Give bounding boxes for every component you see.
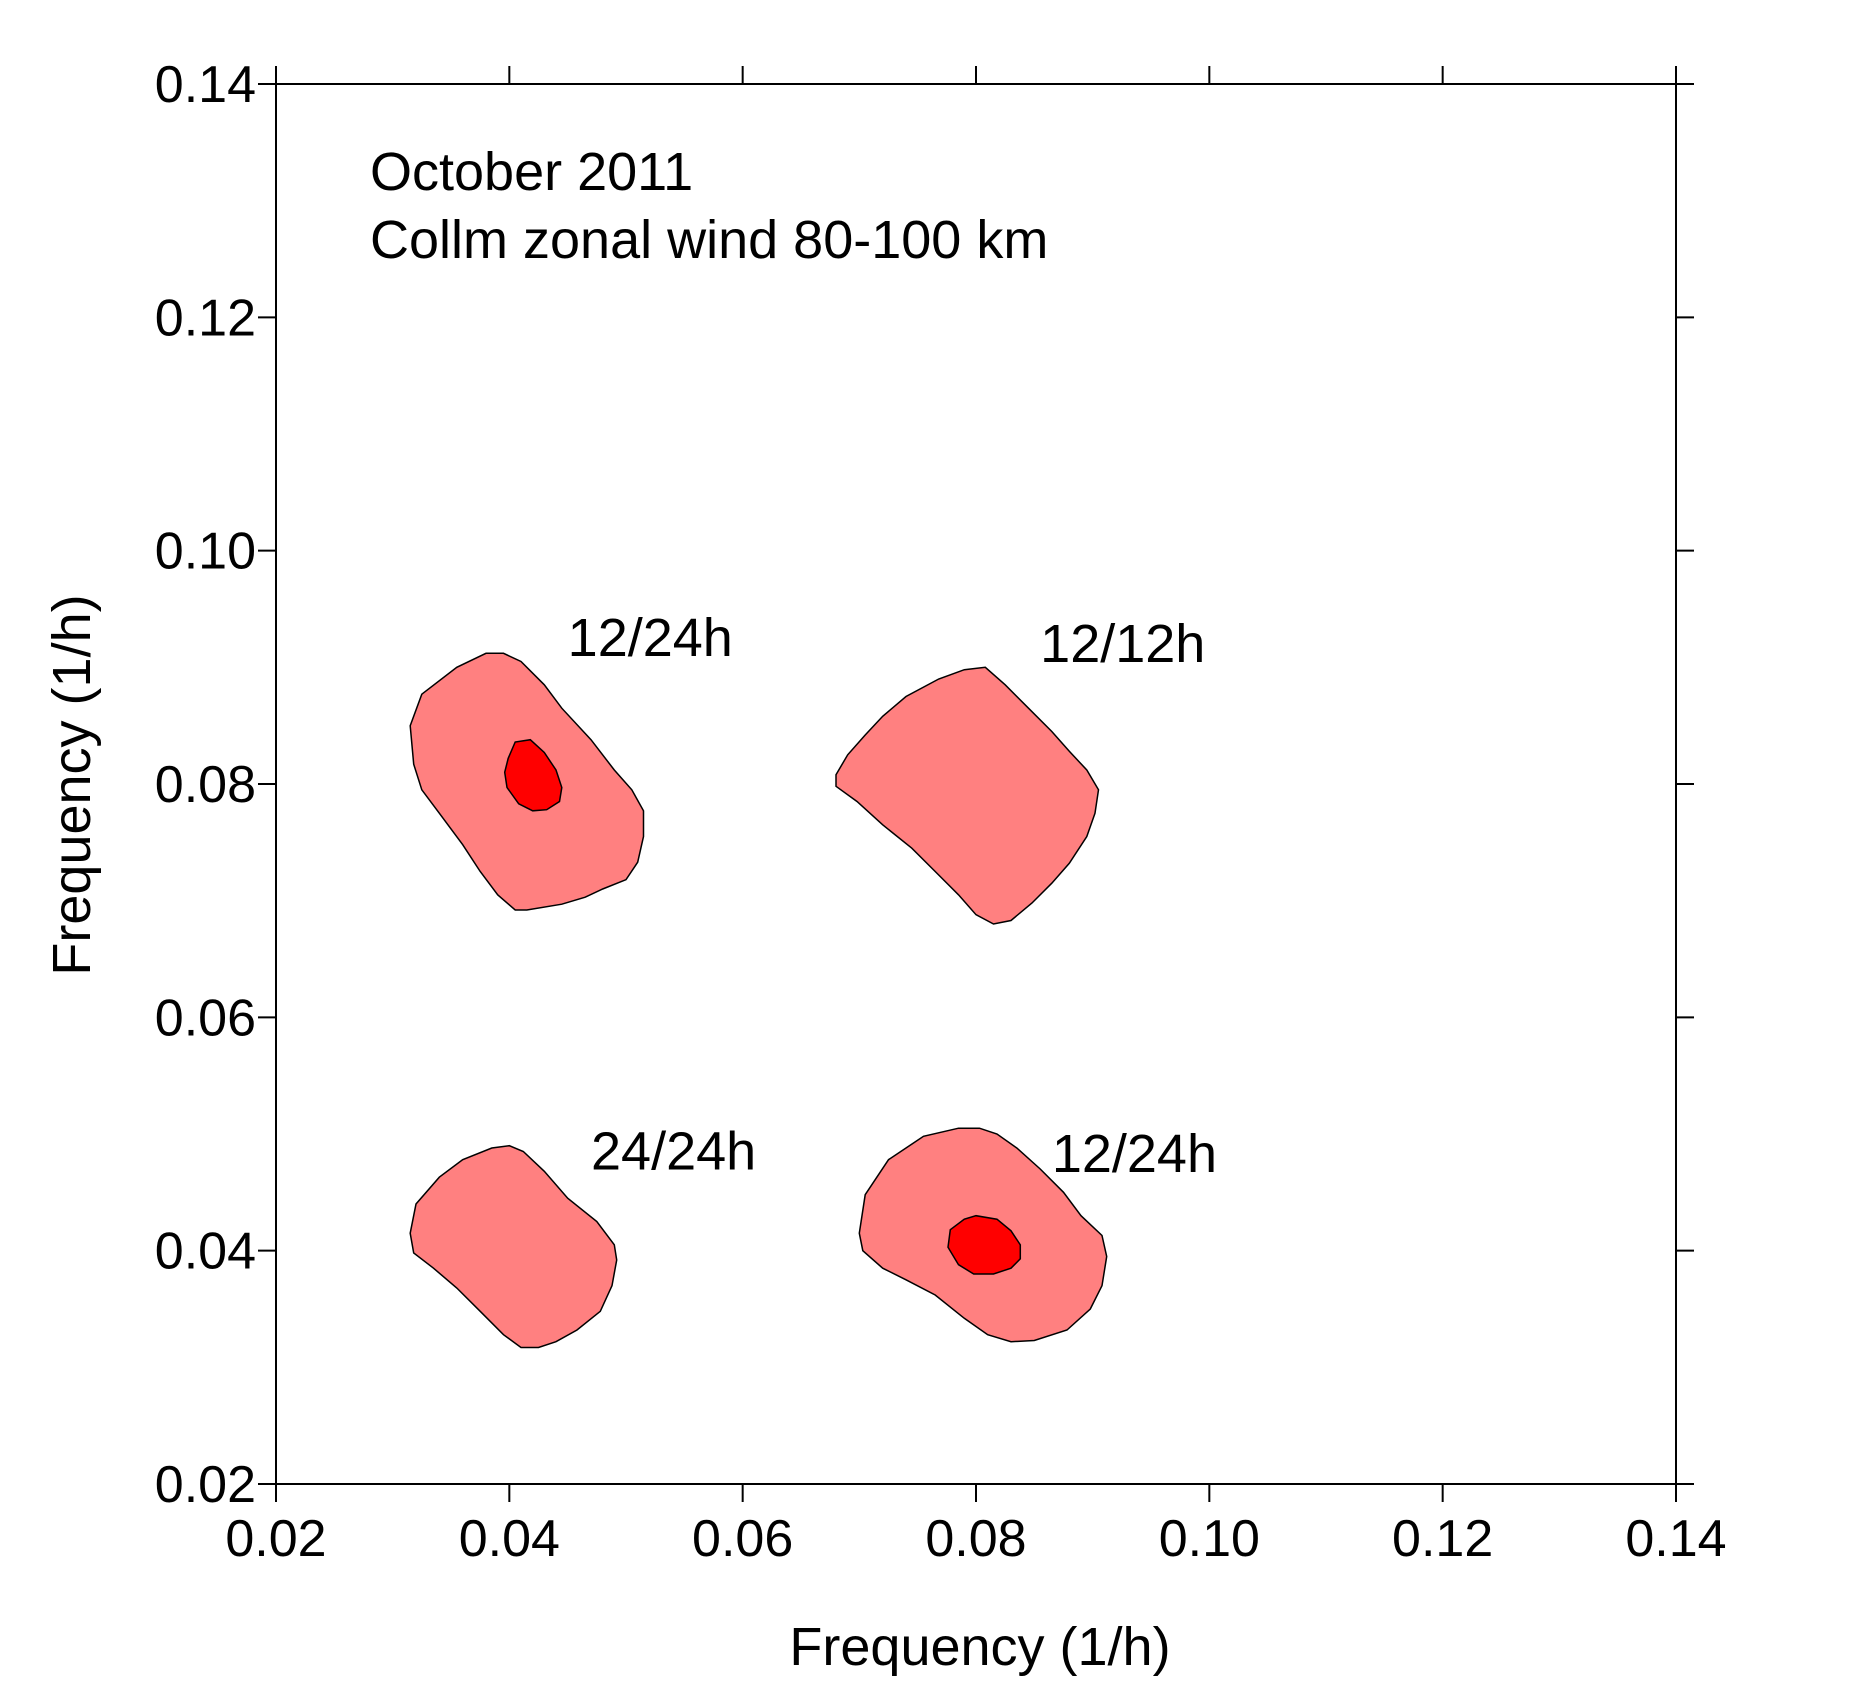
- x-tick-label: 0.06: [692, 1510, 793, 1568]
- x-tick-label: 0.08: [925, 1510, 1026, 1568]
- y-axis-title: Frequency (1/h): [42, 594, 102, 975]
- axis-ticks: [258, 66, 1694, 1502]
- contour-layer: [409, 652, 1108, 1349]
- contour-inner-0: [503, 738, 563, 812]
- tick-labels: 0.02 0.04 0.06 0.08 0.10 0.12 0.14 0.02 0.04 0.06…: [155, 56, 1727, 1568]
- contour-outer-2: [409, 1144, 618, 1349]
- y-tick-label: 0.14: [155, 56, 256, 114]
- peak-label-2: 24/24h: [591, 1122, 756, 1182]
- peak-label-layer: 12/24h 12/12h 24/24h 12/24h: [568, 608, 1217, 1184]
- y-tick-label: 0.12: [155, 289, 256, 347]
- x-axis-title: Frequency (1/h): [789, 1617, 1170, 1677]
- x-tick-label: 0.02: [225, 1510, 326, 1568]
- y-tick-label: 0.04: [155, 1223, 256, 1281]
- x-tick-label: 0.12: [1392, 1510, 1493, 1568]
- y-tick-label: 0.06: [155, 989, 256, 1047]
- peak-label-0: 12/24h: [568, 608, 733, 668]
- peak-label-3: 12/24h: [1052, 1124, 1217, 1184]
- y-tick-label: 0.10: [155, 523, 256, 581]
- y-tick-label: 0.08: [155, 756, 256, 814]
- contour-outer-1: [835, 666, 1100, 925]
- annotation-description: Collm zonal wind 80-100 km: [370, 210, 1048, 270]
- x-tick-label: 0.04: [459, 1510, 560, 1568]
- y-tick-label: 0.02: [155, 1456, 256, 1514]
- contour-inner-3: [947, 1214, 1022, 1275]
- x-tick-label: 0.14: [1625, 1510, 1726, 1568]
- x-tick-label: 0.10: [1159, 1510, 1260, 1568]
- annotation-date: October 2011: [370, 142, 693, 202]
- peak-label-1: 12/12h: [1040, 614, 1205, 674]
